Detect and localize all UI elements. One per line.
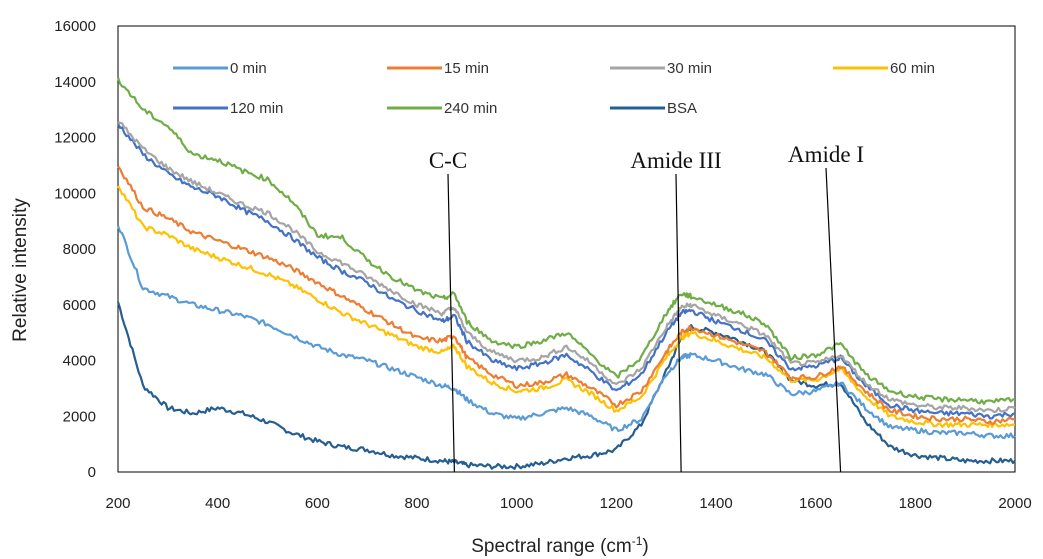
legend-label: 60 min (890, 60, 935, 77)
legend-label: 30 min (667, 60, 712, 77)
annotation-label: C-C (429, 148, 467, 173)
x-tick-label: 2000 (998, 495, 1031, 512)
y-axis-title: Relative intensity (10, 198, 31, 342)
x-tick-label: 400 (205, 495, 230, 512)
annotation-line (825, 167, 842, 473)
y-tick-label: 12000 (54, 130, 96, 147)
y-tick-label: 0 (88, 464, 96, 481)
y-tick-label: 8000 (63, 241, 96, 258)
y-tick-label: 4000 (63, 353, 96, 370)
series-line-15-min (117, 165, 1016, 426)
series-line-60-min (117, 185, 1015, 429)
plot-area-frame (117, 25, 1016, 473)
legend-label: 15 min (444, 60, 489, 77)
legend-label: 120 min (230, 100, 283, 117)
y-axis-ticks: 0 2000 4000 6000 8000 10000 12000 14000 16000 (54, 18, 96, 481)
x-tick-label: 1000 (500, 495, 533, 512)
legend: 0 min 15 min 30 min 60 min 120 min 240 min BSA (173, 60, 935, 117)
x-tick-label: 1400 (699, 495, 732, 512)
y-tick-label: 14000 (54, 74, 96, 91)
x-axis-title-superscript: -1 (632, 534, 643, 548)
series-line-30-min (117, 121, 1016, 414)
legend-label: BSA (667, 100, 697, 117)
x-tick-label: 200 (105, 495, 130, 512)
x-tick-label: 1800 (899, 495, 932, 512)
x-axis-ticks: 200 400 600 800 1000 1200 1400 1600 1800 2000 (105, 495, 1031, 512)
y-tick-label: 6000 (63, 297, 96, 314)
y-tick-label: 10000 (54, 185, 96, 202)
x-axis-title-main: Spectral range (cm (471, 536, 632, 557)
x-tick-label: 800 (404, 495, 429, 512)
x-tick-label: 600 (305, 495, 330, 512)
legend-label: 0 min (230, 60, 267, 77)
x-tick-label: 1200 (600, 495, 633, 512)
series-line-0-min (116, 225, 1016, 440)
series-lines (116, 77, 1016, 470)
legend-label: 240 min (444, 100, 497, 117)
series-line-BSA (116, 301, 1016, 470)
peak-annotations: C-C Amide III Amide I (429, 142, 864, 473)
annotation-label: Amide III (630, 148, 721, 173)
annotation-line (447, 173, 455, 473)
annotation-label: Amide I (788, 142, 864, 167)
y-tick-label: 2000 (63, 408, 96, 425)
y-tick-label: 16000 (54, 18, 96, 35)
series-line-120-min (117, 123, 1016, 420)
annotation-line (675, 173, 682, 473)
x-tick-label: 1600 (799, 495, 832, 512)
x-axis-title: Spectral range (cm-1) (471, 534, 649, 557)
series-line-240-min (116, 77, 1015, 405)
x-axis-title-end: ) (642, 536, 648, 557)
